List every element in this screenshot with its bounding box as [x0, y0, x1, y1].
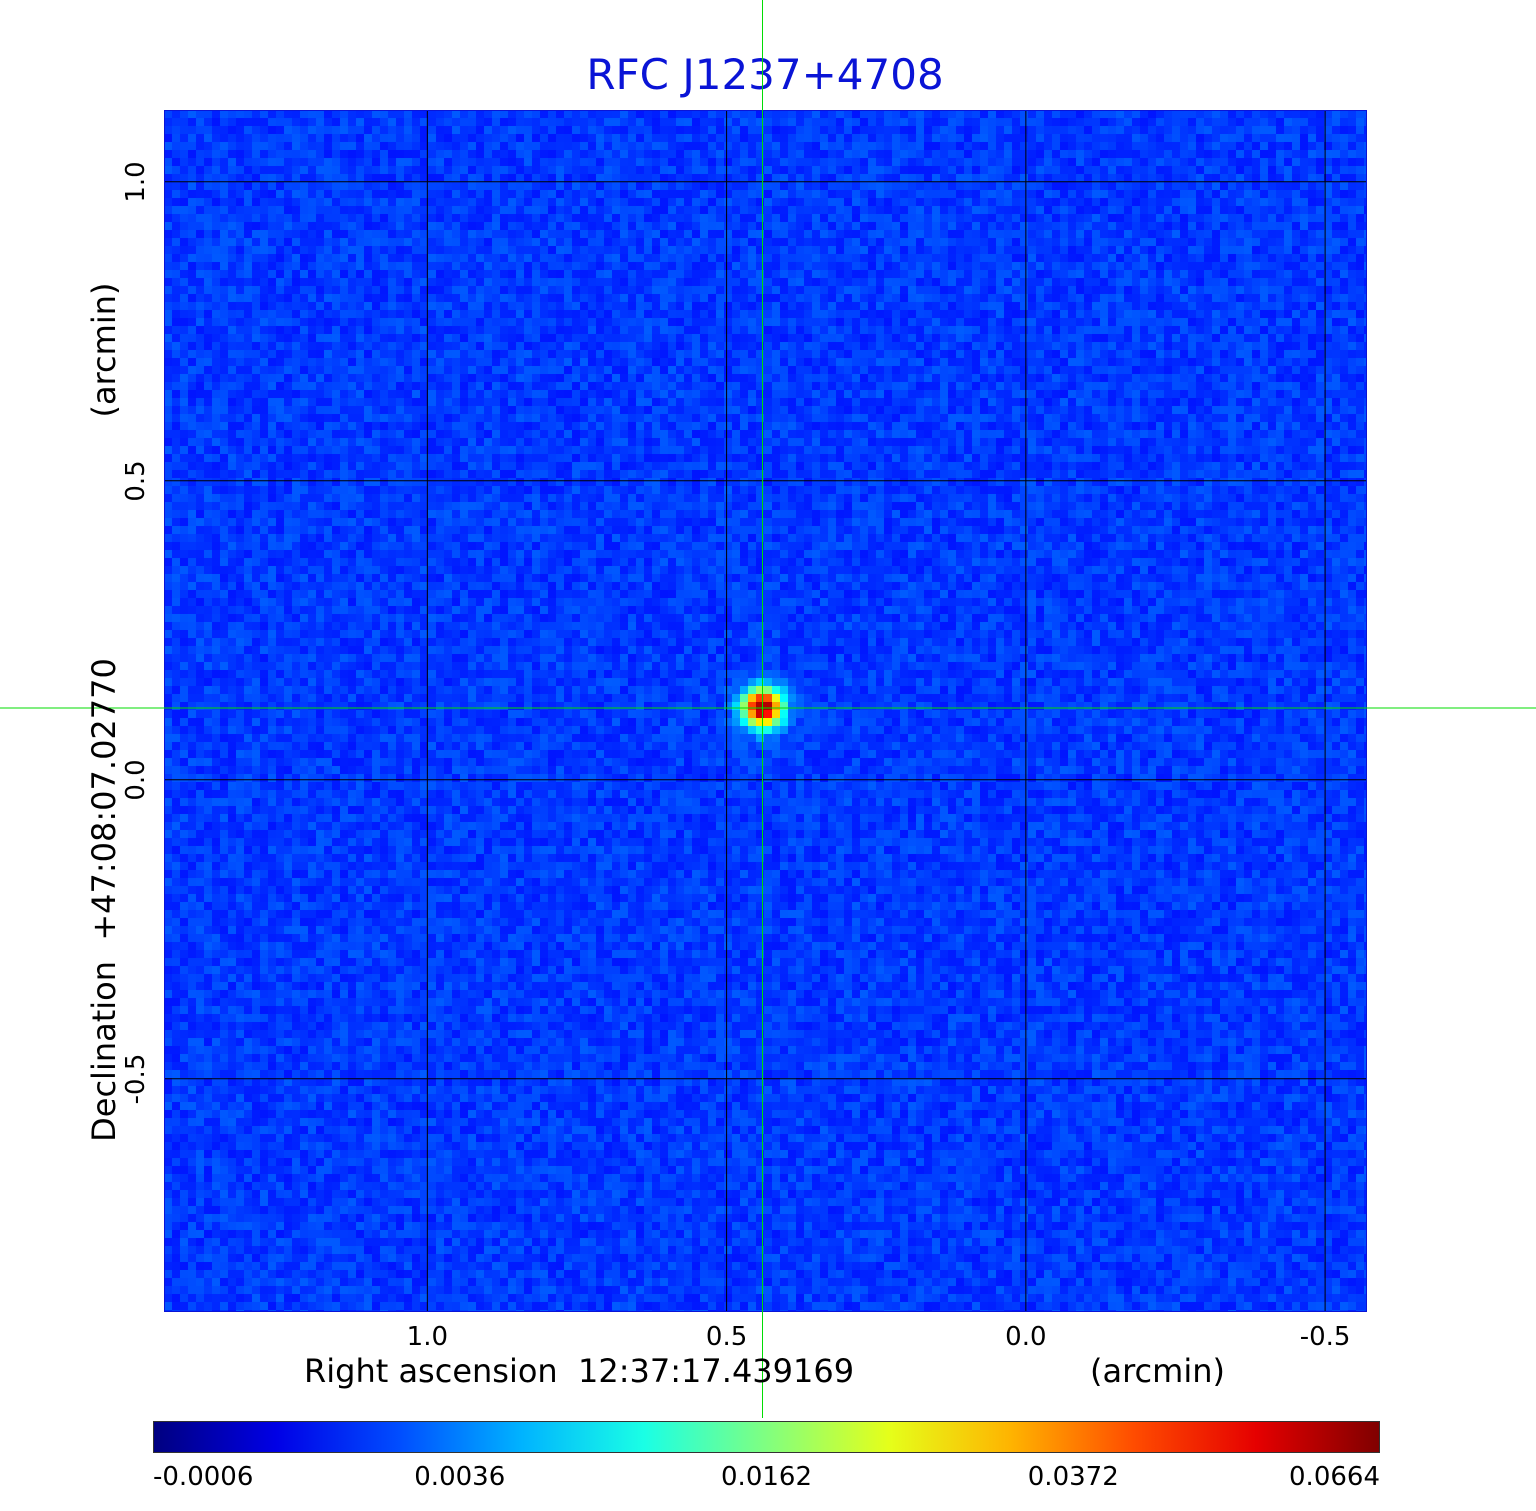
y-tick-label: -0.5: [121, 1053, 151, 1105]
x-tick-label: 0.5: [705, 1322, 748, 1352]
y-axis-unit: (arcmin): [85, 282, 123, 418]
colorbar: [153, 1421, 1380, 1453]
y-tick-label: 0.0: [121, 759, 151, 801]
colorbar-tick-label: 0.0162: [721, 1462, 812, 1492]
colorbar-tick-label: 0.0372: [1027, 1462, 1119, 1492]
y-tick-label: 1.0: [121, 161, 151, 203]
x-tick-label: 1.0: [406, 1322, 449, 1352]
plot-frame: [164, 110, 1367, 1312]
colorbar-tick-label: -0.0006: [153, 1462, 254, 1492]
grid-overlay: [164, 110, 1367, 1312]
colorbar-tick-label: 0.0664: [1289, 1462, 1380, 1492]
y-tick-label: 0.5: [121, 460, 151, 502]
x-axis-unit: (arcmin): [1090, 1352, 1225, 1390]
colorbar-tick-label: 0.0036: [414, 1462, 506, 1492]
x-axis-label: Right ascension 12:37:17.439169: [304, 1352, 855, 1390]
y-axis-label: Declination +47:08:07.02770: [85, 658, 123, 1142]
x-tick-label: -0.5: [1299, 1322, 1351, 1352]
intensity-map: [164, 110, 1367, 1312]
plot-area: [164, 110, 1367, 1312]
x-tick-label: 0.0: [1005, 1322, 1047, 1352]
chart-title: RFC J1237+4708: [586, 50, 944, 99]
